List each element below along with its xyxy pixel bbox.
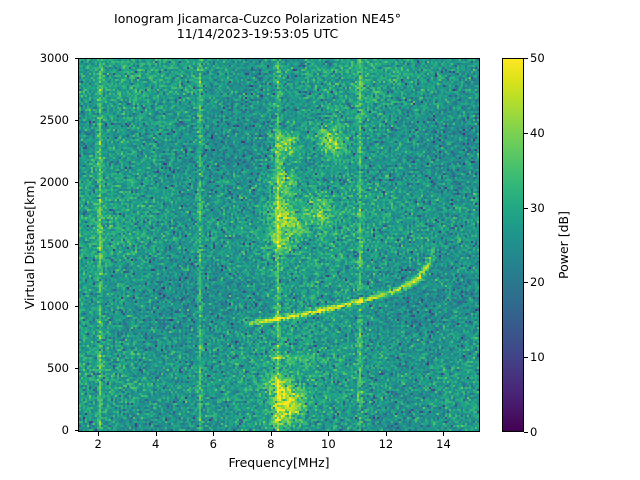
y-tick-label: 0 (61, 423, 69, 437)
colorbar-tick (524, 357, 528, 359)
y-tick-label: 1500 (39, 237, 69, 251)
colorbar-tick-label: 40 (530, 125, 545, 140)
colorbar-tick (524, 282, 528, 284)
x-tick-label: 2 (94, 437, 102, 451)
x-tick-label: 8 (267, 437, 275, 451)
y-tick (74, 58, 78, 59)
colorbar-label: Power [dB] (556, 210, 571, 280)
x-tick (155, 432, 157, 436)
y-tick-label: 2500 (39, 113, 69, 127)
ionogram-plot-area (78, 58, 480, 432)
y-tick-label: 500 (47, 361, 69, 375)
colorbar-tick-label: 0 (530, 425, 538, 439)
colorbar-tick-label: 50 (530, 51, 545, 65)
x-tick-label: 10 (321, 437, 336, 451)
y-tick (74, 182, 78, 183)
colorbar-tick-label: 10 (530, 350, 545, 365)
y-tick (74, 368, 78, 369)
colorbar-gradient (503, 59, 523, 431)
colorbar-tick-label: 30 (530, 200, 545, 215)
x-tick (328, 432, 330, 436)
x-tick-label: 12 (378, 437, 394, 451)
x-axis-label: Frequency[MHz] (228, 455, 330, 470)
colorbar-tick (524, 207, 528, 209)
y-tick (74, 430, 78, 431)
x-tick (270, 432, 272, 436)
colorbar-tick (524, 58, 528, 59)
ionogram-heatmap-image (79, 59, 479, 431)
x-tick-label: 6 (209, 437, 217, 451)
page-title: Ionogram Jicamarca-Cuzco Polarization NE… (114, 11, 401, 41)
y-tick (74, 120, 78, 121)
colorbar-tick (524, 432, 528, 433)
y-tick (74, 306, 78, 307)
x-tick (385, 432, 387, 436)
y-tick-label: 3000 (39, 51, 69, 65)
x-tick (443, 432, 445, 436)
x-tick (98, 432, 100, 436)
y-tick-label: 2000 (39, 175, 69, 189)
x-tick-label: 4 (152, 437, 160, 451)
x-tick (213, 432, 215, 436)
y-axis-label: Virtual Distance[km] (22, 180, 37, 310)
colorbar (502, 58, 524, 432)
y-tick-label: 1000 (39, 299, 69, 313)
x-tick-label: 14 (436, 437, 451, 451)
colorbar-tick (524, 132, 528, 134)
colorbar-tick-label: 20 (530, 275, 545, 290)
y-tick (74, 244, 78, 245)
